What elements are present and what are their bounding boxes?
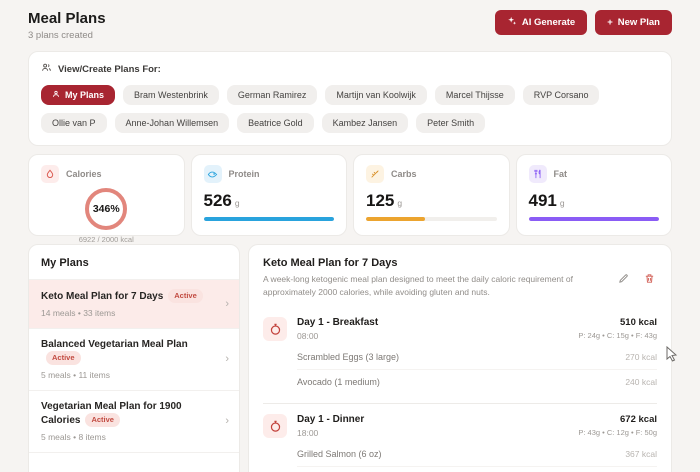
- stat-label: Protein: [228, 169, 260, 179]
- filter-label-row: View/Create Plans For:: [41, 62, 659, 76]
- pencil-icon: [619, 274, 628, 283]
- carbs-card: Carbs 125 g: [353, 154, 510, 236]
- chevron-right-icon: ›: [225, 415, 229, 427]
- edit-plan-button[interactable]: [618, 273, 629, 284]
- food-item: Scrambled Eggs (3 large) 270 kcal: [297, 345, 657, 371]
- plan-meta: 14 meals • 33 items: [41, 307, 116, 318]
- chip-owner[interactable]: Kambez Jansen: [321, 113, 409, 133]
- delete-plan-button[interactable]: [644, 273, 655, 284]
- protein-bar: [203, 217, 334, 221]
- chip-owner[interactable]: RVP Corsano: [522, 85, 600, 105]
- chip-my-plans[interactable]: My Plans: [41, 85, 116, 105]
- ai-generate-button[interactable]: AI Generate: [494, 10, 588, 35]
- page-header: Meal Plans 3 plans created AI Generate +…: [28, 10, 672, 41]
- food-item: Zucchini Noodles (2 cups) 66 kcal: [297, 467, 657, 472]
- timer-icon: [263, 414, 287, 439]
- plans-section: My Plans Keto Meal Plan for 7 Days Active…: [28, 244, 672, 472]
- plan-name: Vegetarian Meal Plan for 1900 Calories: [41, 400, 182, 427]
- users-icon: [41, 62, 52, 76]
- fat-bar: [528, 217, 659, 221]
- fat-value: 491: [528, 191, 557, 210]
- plan-detail-description: A week-long ketogenic meal plan designed…: [263, 274, 573, 298]
- stat-label: Carbs: [391, 169, 417, 179]
- plan-detail-panel: Keto Meal Plan for 7 Days A week-long ke…: [248, 244, 672, 472]
- wheat-icon: [366, 165, 384, 183]
- food-item: Grilled Salmon (6 oz) 367 kcal: [297, 442, 657, 468]
- person-icon: [52, 90, 60, 100]
- plan-detail-header: Keto Meal Plan for 7 Days A week-long ke…: [263, 257, 657, 299]
- stat-label: Fat: [553, 169, 568, 179]
- plan-list-item-keto[interactable]: Keto Meal Plan for 7 Days Active 14 meals…: [29, 280, 239, 329]
- meal-title: Day 1 - Dinner: [297, 414, 365, 426]
- plan-meta: 5 meals • 11 items: [41, 369, 110, 380]
- new-plan-button[interactable]: + New Plan: [595, 10, 672, 35]
- chevron-right-icon: ›: [225, 297, 229, 310]
- header-actions: AI Generate + New Plan: [494, 10, 672, 35]
- meal-block: Day 1 - Dinner 18:00 672 kcal P: 43g • C…: [263, 403, 657, 472]
- chevron-right-icon: ›: [225, 353, 229, 365]
- meal-time: 08:00: [297, 331, 319, 342]
- protein-unit: g: [234, 198, 240, 208]
- chip-owner[interactable]: Ollie van P: [41, 113, 107, 133]
- plan-meta: 5 meals • 8 items: [41, 431, 106, 442]
- plan-list-item-balanced[interactable]: Balanced Vegetarian Meal PlanActive 5 me…: [29, 329, 239, 391]
- page-heading: Meal Plans 3 plans created: [28, 10, 106, 41]
- nutrition-stats: Calories 346% 6922 / 2000 kcal Protein 5…: [28, 154, 672, 244]
- meal-macros: P: 43g • C: 12g • F: 50g: [578, 428, 657, 438]
- timer-icon: [263, 317, 287, 342]
- page-subtitle: 3 plans created: [28, 30, 93, 41]
- meal-block: Day 1 - Breakfast 08:00 510 kcal P: 24g …: [263, 307, 657, 394]
- calories-card: Calories 346% 6922 / 2000 kcal: [28, 154, 185, 244]
- plus-icon: +: [607, 17, 613, 28]
- plan-owner-filter-card: View/Create Plans For: My Plans Bram Wes…: [28, 51, 672, 146]
- page-title: Meal Plans: [28, 10, 106, 27]
- sparkles-icon: [507, 16, 517, 29]
- chip-owner[interactable]: Bram Westenbrink: [123, 85, 219, 105]
- chip-owner[interactable]: Beatrice Gold: [237, 113, 314, 133]
- my-plans-title: My Plans: [29, 245, 239, 280]
- plan-list-item-vegetarian-1900[interactable]: Vegetarian Meal Plan for 1900 Calories Ac…: [29, 391, 239, 453]
- meal-kcal: 672 kcal: [620, 414, 657, 426]
- carbs-unit: g: [397, 198, 403, 208]
- meal-kcal: 510 kcal: [620, 317, 657, 329]
- carbs-bar: [366, 217, 497, 221]
- utensils-icon: [528, 165, 547, 183]
- meal-time: 18:00: [297, 428, 319, 439]
- protein-card: Protein 526 g: [190, 154, 347, 236]
- food-item: Avocado (1 medium) 240 kcal: [297, 377, 657, 388]
- chip-owner[interactable]: German Ramirez: [226, 85, 318, 105]
- chip-owner[interactable]: Anne-Johan Willemsen: [114, 113, 230, 133]
- calories-detail: 6922 / 2000 kcal: [78, 235, 134, 244]
- protein-value: 526: [203, 191, 232, 210]
- fat-card: Fat 491 g: [515, 154, 672, 236]
- status-badge: Active: [168, 289, 203, 304]
- status-badge: Active: [46, 351, 81, 366]
- fish-icon: [203, 165, 222, 183]
- chip-owner[interactable]: Martijn van Koolwijk: [325, 85, 427, 105]
- meal-title: Day 1 - Breakfast: [297, 317, 379, 329]
- plan-detail-title: Keto Meal Plan for 7 Days: [263, 257, 398, 269]
- calories-percent: 346%: [92, 203, 120, 215]
- calories-ring-gauge: 346%: [85, 188, 128, 230]
- meal-macros: P: 24g • C: 15g • F: 43g: [578, 331, 657, 341]
- owner-chips: My Plans Bram Westenbrink German Ramirez…: [41, 85, 659, 133]
- status-badge: Active: [85, 413, 120, 428]
- chip-owner[interactable]: Peter Smith: [416, 113, 486, 133]
- carbs-value: 125: [366, 191, 395, 210]
- trash-icon: [645, 274, 654, 283]
- plan-name: Balanced Vegetarian Meal Plan: [41, 338, 188, 350]
- fat-unit: g: [559, 198, 565, 208]
- plan-name: Keto Meal Plan for 7 Days: [41, 291, 164, 302]
- my-plans-panel: My Plans Keto Meal Plan for 7 Days Active…: [28, 244, 240, 472]
- stat-label: Calories: [66, 169, 102, 179]
- chip-owner[interactable]: Marcel Thijsse: [434, 85, 515, 105]
- flame-icon: [41, 165, 59, 183]
